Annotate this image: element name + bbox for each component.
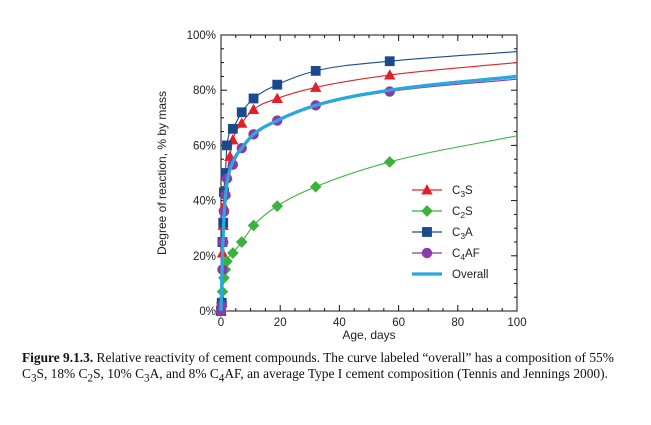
legend-label: C2S [452,206,473,220]
data-point-c3a [384,56,395,67]
y-tick-label: 100% [187,30,216,42]
data-point-c3s [310,81,322,92]
legend-item-c4af: C4AF [412,247,480,262]
tick-labels: 0% 20% 40% 60% 80% 100% 0 20 40 60 80 100 [187,30,527,329]
legend-label: C3S [452,185,473,199]
series-line-overall-top [219,74,518,312]
data-point-c3s [384,69,396,80]
x-tick-label: 0 [218,317,224,329]
data-point-c2s [309,180,322,193]
y-tick-label: 80% [193,85,216,97]
caption-text: Relative reactivity of cement compounds.… [22,350,614,385]
y-tick-label: 60% [193,140,216,152]
data-point-c3s [236,117,248,128]
legend: C3S C2S C3A C4AF Overall [412,184,488,281]
legend-marker [421,247,433,259]
legend-marker [421,205,433,217]
data-point-c3a [248,93,259,104]
x-tick-label: 20 [274,317,287,329]
x-tick-label: 80 [451,317,464,329]
legend-label: Overall [452,269,488,281]
y-axis-title: Degree of reaction, % by mass [155,91,169,255]
legend-item-overall: Overall [412,269,488,281]
data-point-c3a [227,123,238,134]
x-axis-title: Age, days [342,328,395,342]
caption-label: Figure 9.1.3. [22,350,94,365]
data-point-c3a [272,79,283,90]
legend-item-c3s: C3S [412,184,473,199]
x-tick-label: 40 [333,317,346,329]
legend-label: C4AF [452,248,480,262]
legend-item-c3a: C3A [412,227,473,241]
data-point-c3a [222,140,232,151]
legend-label: C3A [452,227,473,241]
series-markers [215,56,518,317]
y-tick-label: 40% [193,196,216,208]
legend-marker [422,227,432,237]
data-point-c3s [271,92,283,103]
legend-marker [421,184,433,195]
y-tick-label: 20% [193,251,216,263]
y-tick-label: 0% [199,306,216,318]
series-line-c2s [220,135,518,312]
data-point-c3s [247,103,260,114]
x-tick-label: 100 [507,317,526,329]
data-point-c3a [236,107,247,118]
data-point-c2s [235,236,248,248]
data-point-c2s [271,200,284,212]
x-tick-label: 60 [392,317,405,329]
legend-item-c2s: C2S [412,205,473,220]
figure-caption: Figure 9.1.3. Relative reactivity of cem… [22,350,634,387]
data-point-c3a [310,65,321,76]
data-point-c2s [383,156,396,168]
data-point-c2s [227,247,239,259]
data-point-c2s [247,219,260,232]
